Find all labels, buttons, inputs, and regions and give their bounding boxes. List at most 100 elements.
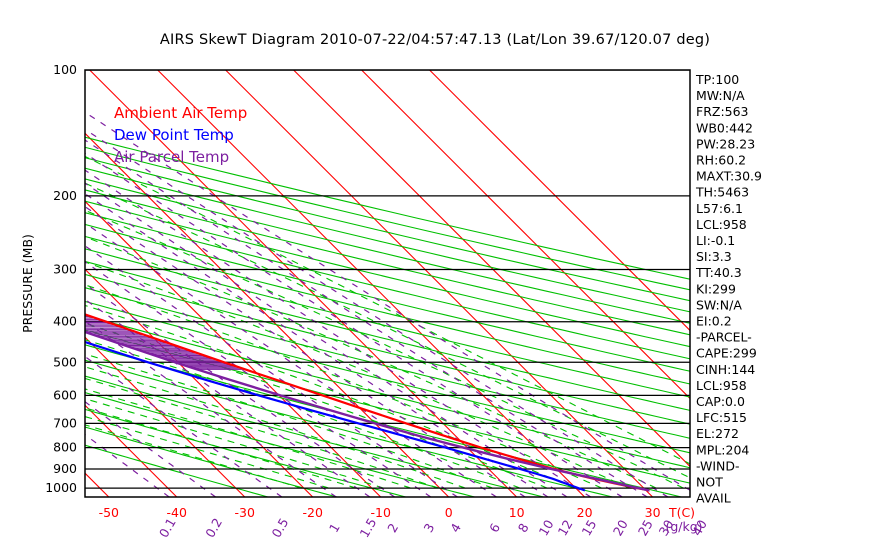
- sounding-index-4: PW:28.23: [696, 136, 755, 151]
- mixing-ratio-line: [85, 182, 568, 497]
- dry-adiabat-line: [85, 444, 269, 497]
- bottom-temp-tick-label: -40: [167, 505, 187, 520]
- sounding-index-9: LCL:958: [696, 217, 747, 232]
- mixing-ratio-line: [85, 111, 690, 491]
- dry-adiabat-line: [85, 136, 690, 280]
- profile-layer: [85, 313, 650, 492]
- pressure-tick-label: 700: [53, 415, 77, 430]
- sounding-index-22: EL:272: [696, 426, 739, 441]
- bottom-temp-tick-label: 20: [577, 505, 593, 520]
- pressure-tick-label: 200: [53, 188, 77, 203]
- bottom-temp-tick-label: 10: [509, 505, 525, 520]
- mixing-ratio-tick-label: 4: [447, 521, 464, 535]
- mixing-ratio-line: [85, 261, 432, 497]
- mixing-ratio-tick-label: 0.2: [202, 515, 225, 540]
- bottom-temp-tick-label: -50: [99, 505, 119, 520]
- page-title: AIRS SkewT Diagram 2010-07-22/04:57:47.1…: [159, 32, 711, 48]
- dry-adiabat-line: [85, 260, 690, 411]
- mixing-ratio-line: [85, 222, 497, 497]
- bottom-temp-tick-label: -20: [303, 505, 323, 520]
- sounding-index-7: TH:5463: [695, 185, 749, 200]
- mixing-ratio-tick-label: 15: [578, 517, 599, 538]
- temperature-axis-title: T(C): [668, 505, 695, 520]
- moist-adiabat-line: [85, 353, 493, 489]
- moist-adiabat-line: [85, 209, 684, 489]
- isotherm-line: [85, 404, 178, 497]
- mixing-ratio-tick-label: 40: [689, 517, 710, 538]
- legend-item-0: Ambient Air Temp: [114, 104, 247, 122]
- isotherm-line: [361, 70, 690, 400]
- parcel-temp-curve: [85, 330, 650, 492]
- pressure-tick-label: 100: [53, 62, 77, 77]
- legend-item-1: Dew Point Temp: [114, 126, 234, 144]
- dry-adiabat-line: [85, 408, 406, 497]
- moist-adiabat-line: [85, 339, 521, 489]
- mixing-ratio-line: [85, 152, 623, 497]
- isotherm-line: [293, 70, 690, 468]
- mixing-ratio-tick-label: 30: [656, 517, 677, 538]
- sounding-index-3: WB0:442: [696, 120, 753, 135]
- moist-adiabat-line: [85, 377, 439, 489]
- pressure-tick-label: 300: [53, 262, 77, 277]
- pressure-tick-label: 500: [53, 354, 77, 369]
- mixing-ratio-line: [85, 139, 648, 497]
- dry-adiabat-line: [85, 146, 690, 291]
- moist-adiabat-line: [85, 182, 690, 479]
- sounding-index-8: L57:6.1: [696, 201, 743, 216]
- moist-adiabat-line: [85, 155, 690, 465]
- sounding-index-18: CINH:144: [696, 362, 755, 377]
- bottom-temp-tick-label: -30: [235, 505, 255, 520]
- isotherm-line: [85, 268, 314, 497]
- bottom-temp-tick-label: 30: [645, 505, 661, 520]
- mixing-ratio-line: [85, 298, 371, 497]
- mixing-ratio-tick-label: 3: [420, 521, 437, 535]
- isotherm-line: [225, 70, 654, 497]
- dry-adiabat-line: [85, 235, 690, 385]
- mixing-ratio-line: [85, 320, 337, 497]
- isotherm-line: [85, 336, 246, 497]
- moist-adiabat-line: [85, 323, 548, 489]
- dry-adiabat-line: [85, 167, 690, 313]
- sounding-index-13: KI:299: [696, 281, 736, 296]
- mixing-ratio-line: [85, 245, 458, 497]
- mixing-ratio-tick-label: 1: [326, 521, 343, 535]
- sounding-index-19: LCL:958: [696, 378, 747, 393]
- sounding-index-23: MPL:204: [696, 442, 749, 457]
- sounding-index-12: TT:40.3: [695, 265, 742, 280]
- bottom-temp-tick-label: 0: [445, 505, 453, 520]
- sounding-index-11: SI:3.3: [696, 249, 732, 264]
- moist-adiabat-line: [85, 416, 330, 489]
- moist-adiabat-line: [85, 366, 466, 489]
- mixing-ratio-line: [85, 128, 669, 497]
- dewpoint-curve: [85, 340, 586, 492]
- sounding-index-10: LI:-0.1: [696, 233, 735, 248]
- mixing-ratio-tick-label: 25: [635, 517, 656, 538]
- mixing-ratio-line: [85, 205, 526, 497]
- sounding-index-1: MW:N/A: [696, 88, 745, 103]
- sounding-index-0: TP:100: [695, 72, 739, 87]
- sounding-index-6: MAXT:30.9: [696, 169, 762, 184]
- isotherm-line: [89, 70, 518, 497]
- pressure-tick-label: 400: [53, 314, 77, 329]
- bottom-temp-tick-label: -10: [370, 505, 390, 520]
- dry-adiabat-line: [85, 212, 690, 360]
- dry-adiabat-line: [85, 287, 690, 439]
- sounding-index-17: CAPE:299: [696, 346, 757, 361]
- mixing-ratio-tick-label: 2: [384, 521, 401, 535]
- moist-adiabat-line: [85, 236, 657, 489]
- legend-item-2: Air Parcel Temp: [114, 148, 229, 166]
- moist-adiabat-line: [85, 424, 302, 489]
- sounding-index-25: NOT: [696, 475, 723, 490]
- mixing-ratio-tick-label: 8: [515, 521, 532, 535]
- sounding-index-15: EI:0.2: [696, 314, 732, 329]
- sounding-index-21: LFC:515: [696, 410, 747, 425]
- parcel-area-hatching: [85, 314, 246, 370]
- mixing-ratio-tick-label: 6: [486, 521, 503, 535]
- plot-frame: [84, 69, 691, 498]
- moist-adiabat-line: [85, 284, 603, 489]
- dry-adiabat-line: [85, 200, 690, 348]
- sounding-index-14: SW:N/A: [696, 297, 742, 312]
- pressure-tick-label: 900: [53, 461, 77, 476]
- sounding-index-26: AVAIL: [696, 491, 731, 506]
